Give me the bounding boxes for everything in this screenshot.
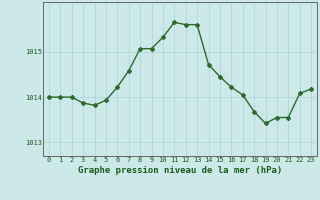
X-axis label: Graphe pression niveau de la mer (hPa): Graphe pression niveau de la mer (hPa) — [78, 166, 282, 175]
